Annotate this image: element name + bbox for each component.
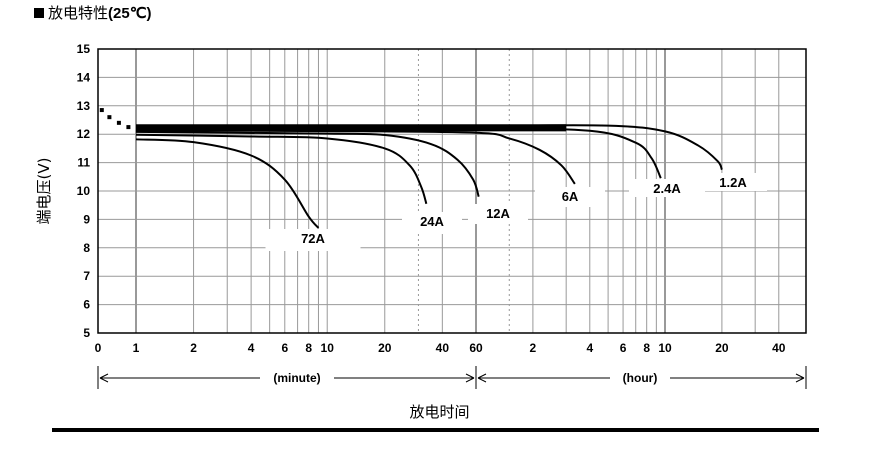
initial-dot: [126, 125, 131, 130]
series-label-6A: 6A: [562, 189, 579, 204]
series-line-24A: [135, 133, 428, 205]
series-label-72A: 72A: [301, 231, 325, 246]
bullet-square-icon: [34, 8, 44, 18]
chart-title-temperature: (25℃): [108, 5, 152, 22]
series-line-72A: [135, 138, 320, 229]
arrowhead-left-icon: [99, 373, 109, 383]
series-label-bg: [535, 187, 605, 207]
x-tick-label-hour: 8: [643, 341, 650, 355]
series-label-2-4A: 2.4A: [653, 181, 681, 196]
y-tick-label: 9: [83, 212, 90, 226]
y-tick-label: 8: [83, 241, 90, 255]
x-tick-label-minute: 60: [469, 341, 483, 355]
y-tick-label: 5: [83, 326, 90, 340]
series-label-bg: [265, 229, 361, 251]
x-tick-label-hour: 4: [586, 341, 593, 355]
y-tick-label: 14: [77, 70, 91, 84]
initial-dot: [116, 120, 121, 125]
x-axis-title: 放电时间: [409, 403, 470, 421]
x-tick-label-minute: 4: [248, 341, 255, 355]
arrowhead-right-icon: [795, 373, 805, 383]
x-tick-label-hour: 2: [530, 341, 537, 355]
x-tick-label-hour: 6: [620, 341, 627, 355]
series-label-bg: [402, 212, 462, 234]
series-label-12A: 12A: [486, 206, 510, 221]
x-tick-label-minute: 20: [378, 341, 392, 355]
series-line-12A: [135, 130, 480, 197]
initial-dot: [99, 108, 104, 113]
y-tick-label: 7: [83, 269, 90, 283]
y-axis-title: 端电压(V): [35, 158, 53, 225]
curve-bundle: [136, 124, 567, 132]
y-tick-label: 13: [77, 99, 91, 113]
x-tick-label-minute: 2: [190, 341, 197, 355]
bottom-divider: [52, 428, 819, 432]
x-tick-label-minute: 1: [133, 341, 140, 355]
series-label-bg: [629, 179, 705, 197]
chart-title-prefix: 放电特性: [48, 4, 109, 22]
minute-range-label: (minute): [273, 371, 320, 385]
x-tick-label-minute: 0: [95, 341, 102, 355]
series-label-1-2A: 1.2A: [719, 175, 747, 190]
series-label-bg: [699, 173, 767, 191]
hour-range-label: (hour): [623, 371, 658, 385]
y-tick-label: 12: [77, 127, 91, 141]
x-tick-label-minute: 6: [281, 341, 288, 355]
x-tick-label-minute: 10: [321, 341, 335, 355]
arrowhead-right-icon: [465, 373, 475, 383]
arrowhead-left-icon: [477, 373, 487, 383]
x-tick-label-hour: 20: [715, 341, 729, 355]
series-label-24A: 24A: [420, 214, 444, 229]
series-label-bg: [468, 204, 528, 224]
x-tick-label-hour: 40: [772, 341, 786, 355]
chart-title: 放电特性(25℃): [34, 2, 152, 23]
y-tick-label: 11: [77, 156, 90, 170]
y-tick-label: 15: [77, 42, 91, 56]
y-tick-label: 6: [83, 298, 90, 312]
initial-dot: [107, 115, 112, 120]
x-tick-label-hour: 10: [658, 341, 672, 355]
plot-frame: [97, 48, 807, 334]
y-tick-label: 10: [77, 184, 91, 198]
x-tick-label-minute: 40: [436, 341, 450, 355]
x-tick-label-minute: 8: [305, 341, 312, 355]
